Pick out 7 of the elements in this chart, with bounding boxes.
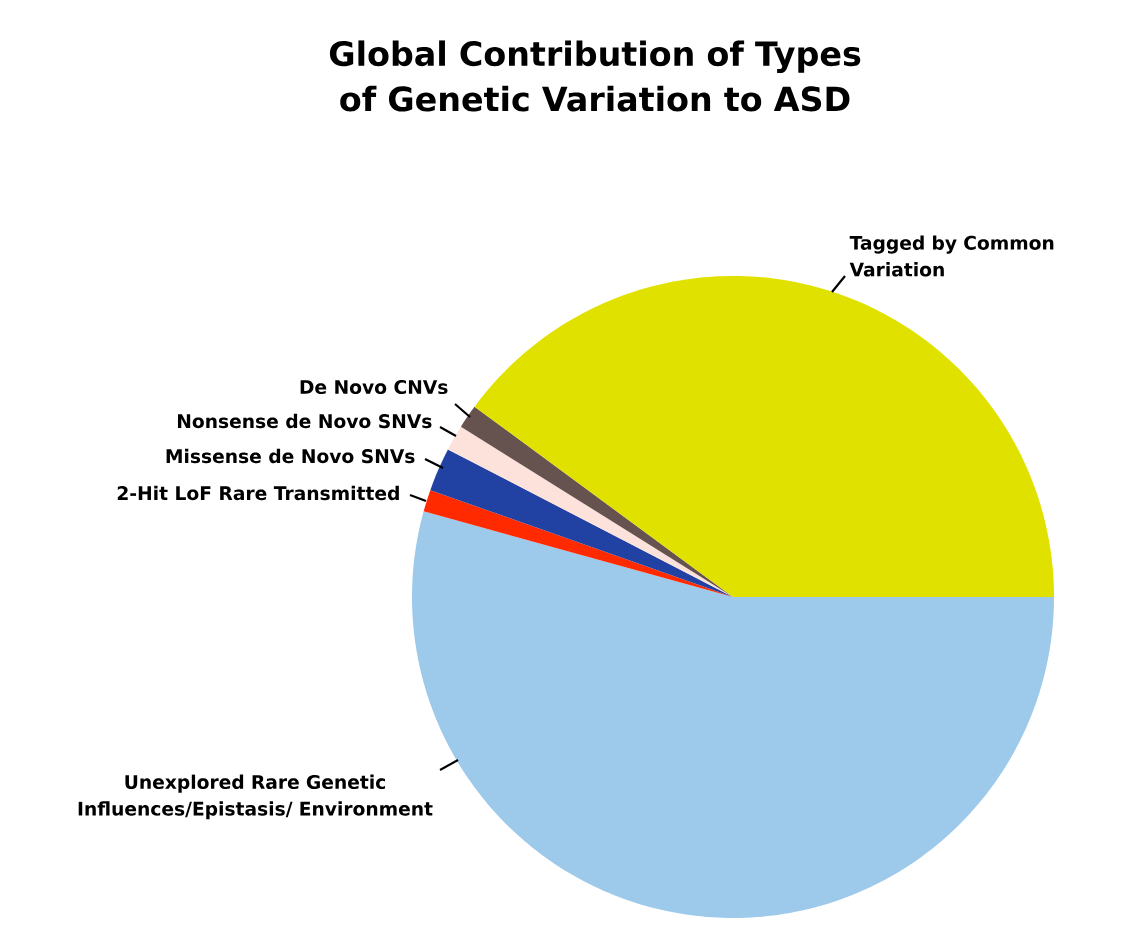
slice-label: Tagged by Common Variation bbox=[849, 235, 1054, 277]
chart-title: Global Contribution of Types of Genetic Variation to ASD bbox=[329, 40, 861, 112]
slice-label: Unexplored Rare Genetic Influences/Epistasis/ Environment bbox=[78, 774, 433, 820]
slice-label: Nonsense de Novo SNVs bbox=[177, 413, 432, 429]
slice-label: De Novo CNVs bbox=[300, 379, 448, 395]
slice-label: Missense de Novo SNVs bbox=[166, 448, 415, 464]
slice-label: 2-Hit LoF Rare Transmitted bbox=[117, 485, 399, 501]
